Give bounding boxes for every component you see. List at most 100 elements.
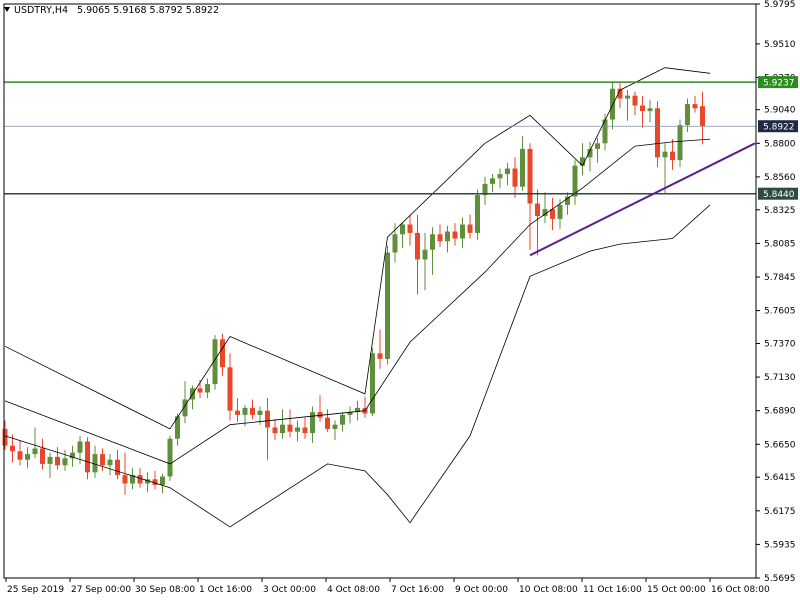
candle-body	[565, 196, 570, 205]
candle	[685, 98, 690, 133]
candle-body	[10, 445, 15, 452]
current-price-badge	[758, 120, 798, 133]
triangle-down-icon[interactable]	[4, 7, 10, 12]
x-tick-label: 30 Sep 08:00	[135, 585, 195, 595]
bollinger-middle-line	[4, 138, 711, 465]
candle	[692, 95, 698, 113]
candle	[677, 119, 683, 168]
candle-body	[370, 353, 375, 414]
candle	[482, 176, 488, 205]
x-tick-label: 3 Oct 00:00	[263, 585, 316, 595]
candle	[205, 378, 210, 399]
y-tick-label: 5.5695	[764, 574, 796, 584]
candle	[580, 143, 585, 176]
candle-body	[92, 454, 98, 473]
candle	[302, 417, 308, 439]
candle-body	[62, 458, 68, 466]
candle	[632, 91, 638, 116]
candle-body	[595, 143, 600, 149]
candle	[400, 223, 405, 249]
candle	[145, 472, 150, 492]
candle	[10, 434, 15, 463]
candle	[467, 214, 473, 239]
candle	[250, 399, 255, 420]
candle	[317, 395, 323, 422]
candle-body	[602, 119, 608, 144]
candle-body	[415, 232, 420, 260]
x-tick-label: 10 Oct 08:00	[519, 585, 578, 595]
candle	[625, 90, 630, 121]
candle	[572, 160, 578, 205]
candle	[130, 468, 135, 490]
candle-body	[107, 459, 113, 466]
candle	[370, 347, 375, 417]
candle-body	[197, 388, 203, 393]
candle-body	[152, 479, 158, 485]
candle-body	[377, 353, 383, 359]
candle	[617, 83, 623, 109]
candle-body	[130, 475, 135, 484]
candle	[505, 162, 510, 186]
candle	[85, 437, 90, 480]
candle-body	[250, 407, 255, 415]
candle-body	[55, 456, 60, 466]
candle-body	[47, 456, 53, 464]
candle	[662, 143, 668, 194]
candle	[355, 400, 360, 421]
candle-body	[137, 475, 143, 484]
candle	[512, 157, 518, 198]
candle-body	[25, 454, 30, 460]
candle	[655, 101, 660, 168]
candle-body	[535, 203, 540, 217]
candle	[535, 189, 540, 256]
y-tick-label: 5.9510	[764, 40, 796, 50]
candle	[700, 91, 705, 145]
candle	[287, 409, 293, 438]
candle-body	[85, 441, 90, 473]
candle-body	[610, 88, 615, 120]
trend-line[interactable]	[529, 142, 756, 257]
candle-body	[280, 424, 285, 434]
price-axis: 5.97955.95105.92705.90405.88005.85605.83…	[756, 0, 798, 584]
y-tick-label: 5.8800	[764, 139, 796, 149]
candle-body	[572, 165, 578, 197]
candle-body	[205, 384, 210, 393]
candle-body	[512, 168, 518, 187]
candle	[227, 353, 233, 421]
support-price-label: 5.8440	[763, 190, 795, 200]
resistance-price-label: 5.9237	[763, 79, 795, 89]
y-tick-label: 5.7605	[764, 307, 796, 317]
candle-body	[17, 451, 23, 460]
chart-header: USDTRY,H4 5.9065 5.9168 5.8792 5.8922	[4, 5, 219, 16]
y-tick-label: 5.7845	[764, 273, 796, 283]
candle	[332, 420, 338, 441]
candle-body	[332, 424, 338, 429]
candle-body	[287, 424, 293, 432]
candle	[392, 223, 398, 263]
candle-body	[220, 339, 225, 368]
x-tick-label: 27 Sep 00:00	[71, 585, 131, 595]
plot-border	[3, 3, 757, 579]
candle	[92, 445, 98, 478]
candle	[212, 335, 218, 390]
current-price-label: 5.8922	[763, 123, 795, 133]
candle	[497, 168, 503, 189]
candle	[670, 139, 675, 170]
candle-body	[227, 367, 233, 411]
candle-body	[32, 448, 38, 455]
candle-body	[505, 168, 510, 175]
candles-layer	[2, 81, 705, 495]
candle	[422, 232, 428, 291]
candle-body	[392, 234, 398, 253]
candle	[640, 95, 645, 128]
candle-body	[670, 151, 675, 161]
horizontal-lines-layer	[4, 81, 756, 257]
candle	[415, 214, 420, 295]
candle	[565, 192, 570, 215]
candle-body	[497, 174, 503, 179]
candle	[347, 406, 353, 424]
bollinger-upper-line	[4, 67, 711, 430]
candle-body	[557, 204, 563, 219]
